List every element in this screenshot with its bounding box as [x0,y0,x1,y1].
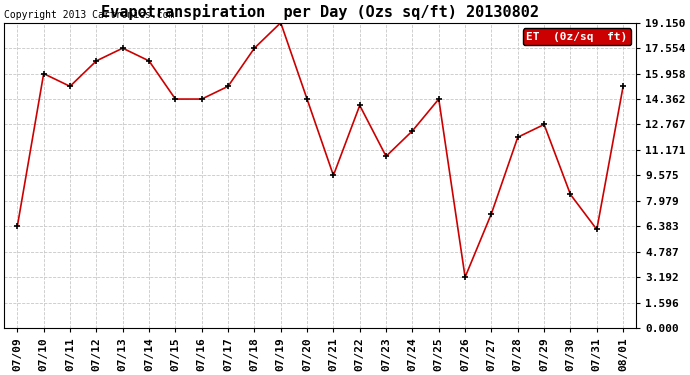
Legend: ET  (0z/sq  ft): ET (0z/sq ft) [523,28,631,45]
Text: Copyright 2013 Cartronics.com: Copyright 2013 Cartronics.com [4,10,175,20]
Title: Evapotranspiration  per Day (Ozs sq/ft) 20130802: Evapotranspiration per Day (Ozs sq/ft) 2… [101,4,540,20]
